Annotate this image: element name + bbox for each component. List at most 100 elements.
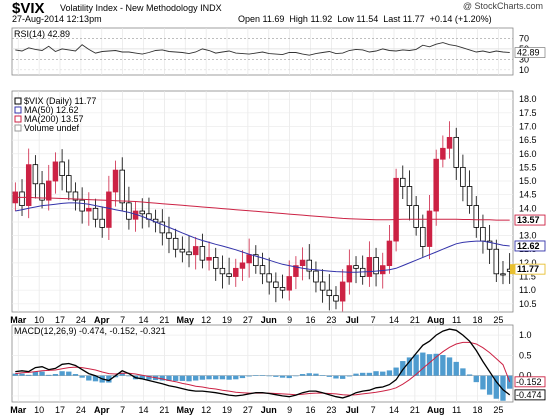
macd-histogram-bar — [426, 354, 433, 376]
rsi-label: RSI(14) 42.89 — [14, 29, 70, 39]
candle-body — [393, 177, 399, 242]
macd-histogram-bar — [46, 374, 52, 376]
macd-histogram-bar — [460, 368, 466, 376]
rsi-panel — [11, 27, 514, 76]
candle-body — [206, 257, 212, 261]
candle-body — [273, 281, 279, 288]
macd-line — [15, 328, 511, 399]
candle-body — [192, 246, 199, 256]
macd-histogram-bar — [72, 374, 79, 376]
candle-body — [426, 210, 433, 247]
macd-histogram-bar — [19, 373, 25, 376]
candle-body — [112, 169, 119, 193]
macd-histogram-bar — [213, 375, 219, 380]
candle-body — [139, 210, 145, 215]
macd-histogram-bar — [299, 374, 306, 376]
macd-histogram-bar — [266, 375, 272, 377]
macd-x-label: 7 — [120, 405, 125, 415]
macd-x-label: 14 — [139, 405, 149, 415]
candle-body — [299, 259, 306, 267]
candle-body — [213, 257, 219, 269]
price-x-label: Jul — [346, 315, 359, 325]
macd-histogram-bar — [453, 361, 459, 376]
candle-body — [119, 169, 125, 204]
macd-histogram-bar — [199, 375, 206, 380]
price-x-label: 18 — [473, 315, 483, 325]
price-x-label: 27 — [243, 315, 253, 325]
macd-histogram-bar — [39, 371, 45, 376]
price-x-label: 23 — [326, 315, 336, 325]
macd-histogram-bar — [59, 371, 65, 376]
macd-x-label: Aug — [427, 405, 445, 415]
open-label: Open — [238, 14, 261, 24]
price-x-label: 12 — [201, 315, 211, 325]
legend-entry: $VIX (Daily) 11.77 — [24, 96, 96, 106]
candle-body — [106, 191, 112, 228]
chart-datetime: 27-Aug-2014 12:13pm — [12, 14, 102, 24]
macd-x-label: 17 — [55, 405, 65, 415]
macd-x-label: 18 — [473, 405, 483, 415]
macd-histogram-bar — [373, 371, 379, 376]
candle-body — [420, 227, 426, 247]
candle-body — [339, 281, 346, 302]
price-last-badge — [514, 214, 546, 226]
macd-histogram-bar — [293, 375, 299, 377]
macd-histogram-bar — [233, 375, 239, 380]
macd-last-badge — [514, 376, 546, 388]
price-x-label: 24 — [76, 315, 86, 325]
candle-body — [59, 161, 65, 176]
macd-histogram-bar — [353, 373, 359, 376]
macd-x-label: 16 — [306, 405, 316, 415]
low-value: 11.54 — [356, 14, 379, 24]
price-x-label: 14 — [389, 315, 399, 325]
price-x-label: 16 — [306, 315, 316, 325]
candle-body — [166, 232, 172, 239]
macd-histogram-bar — [486, 375, 493, 395]
macd-tick-label: 0.0 — [519, 371, 532, 381]
candle-body — [99, 218, 105, 228]
candle-body — [480, 227, 486, 242]
candle-body — [366, 257, 373, 277]
price-tick-label: 18.0 — [519, 94, 537, 104]
macd-histogram-bar — [193, 375, 199, 381]
macd-x-label: Apr — [94, 405, 110, 415]
macd-histogram-bar — [219, 375, 226, 380]
price-last-badge — [514, 240, 546, 252]
macd-x-label: 27 — [243, 405, 253, 415]
candle-body — [19, 191, 25, 206]
price-tick-label: 15.0 — [519, 176, 537, 186]
price-x-label: 25 — [493, 315, 503, 325]
candle-body — [319, 281, 326, 291]
candle-body — [199, 246, 206, 261]
macd-histogram-bar — [393, 367, 399, 376]
candle-body — [313, 270, 319, 283]
candle-body — [72, 191, 79, 201]
candle-body — [466, 186, 473, 206]
macd-histogram-bar — [206, 375, 212, 380]
ma50-line — [15, 202, 510, 273]
candle-body — [66, 175, 72, 193]
macd-x-label: 21 — [159, 405, 169, 415]
macd-histogram-bar — [52, 374, 59, 376]
macd-histogram-bar — [126, 375, 132, 377]
macd-label: MACD(12,26,9) -0.474, -0.152, -0.321 — [14, 326, 166, 336]
rsi-tick-label: 30 — [519, 54, 529, 64]
candle-body — [259, 265, 266, 275]
macd-x-label: Jun — [261, 405, 277, 415]
macd-x-label: 7 — [371, 405, 376, 415]
candle-body — [386, 240, 393, 267]
price-tick-label: 14.0 — [519, 203, 537, 213]
candle-body — [433, 158, 439, 212]
macd-badge-label: -0.474 — [516, 390, 542, 400]
price-x-label: 11 — [452, 315, 461, 325]
price-x-label: 9 — [287, 315, 292, 325]
macd-histogram-bar — [400, 361, 406, 376]
macd-histogram-bar — [413, 354, 419, 376]
legend-swatch — [14, 97, 22, 105]
macd-histogram-bar — [146, 375, 152, 380]
macd-histogram-bar — [172, 375, 179, 381]
macd-histogram-bar — [66, 371, 72, 376]
change-value: +0.14 (+1.20%) — [429, 14, 492, 24]
macd-x-label: 24 — [76, 405, 86, 415]
price-x-label: Jun — [261, 315, 277, 325]
